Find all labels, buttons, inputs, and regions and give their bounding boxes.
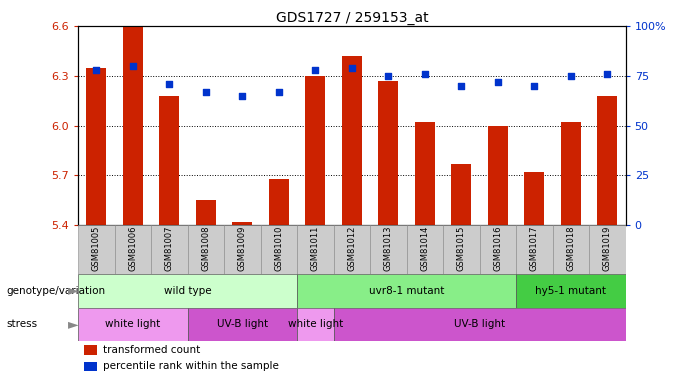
Bar bbox=[407, 225, 443, 274]
Bar bbox=[78, 225, 115, 274]
Bar bbox=[553, 225, 589, 274]
Bar bbox=[297, 225, 334, 274]
Text: GSM81018: GSM81018 bbox=[566, 226, 575, 271]
Bar bbox=[297, 274, 516, 308]
Point bbox=[273, 89, 284, 95]
Bar bbox=[516, 225, 553, 274]
Text: UV-B light: UV-B light bbox=[454, 320, 505, 329]
Text: stress: stress bbox=[7, 320, 38, 329]
Bar bbox=[123, 26, 143, 225]
Text: uvr8-1 mutant: uvr8-1 mutant bbox=[369, 286, 444, 296]
Bar bbox=[370, 225, 407, 274]
Bar bbox=[334, 308, 626, 341]
Text: GSM81006: GSM81006 bbox=[129, 226, 137, 271]
Text: GSM81011: GSM81011 bbox=[311, 226, 320, 271]
Text: GSM81014: GSM81014 bbox=[420, 226, 429, 271]
Point bbox=[492, 79, 503, 85]
Point bbox=[346, 65, 357, 71]
Bar bbox=[151, 225, 188, 274]
Bar bbox=[452, 164, 471, 225]
Text: ►: ► bbox=[68, 284, 79, 298]
Bar bbox=[589, 225, 626, 274]
Point bbox=[383, 73, 394, 79]
Text: GSM81015: GSM81015 bbox=[457, 226, 466, 271]
Text: genotype/variation: genotype/variation bbox=[7, 286, 106, 296]
Bar bbox=[488, 126, 508, 225]
Bar bbox=[297, 308, 334, 341]
Text: GSM81019: GSM81019 bbox=[603, 226, 612, 271]
Text: GSM81012: GSM81012 bbox=[347, 226, 356, 271]
Text: GSM81013: GSM81013 bbox=[384, 226, 393, 271]
Bar bbox=[159, 96, 180, 225]
Bar bbox=[269, 178, 289, 225]
Bar bbox=[224, 225, 260, 274]
Bar bbox=[415, 122, 435, 225]
Text: GSM81008: GSM81008 bbox=[201, 226, 210, 271]
Point bbox=[565, 73, 576, 79]
Point bbox=[420, 71, 430, 77]
Bar bbox=[342, 56, 362, 225]
Bar bbox=[86, 68, 107, 225]
Point bbox=[91, 67, 102, 73]
Bar bbox=[334, 225, 370, 274]
Title: GDS1727 / 259153_at: GDS1727 / 259153_at bbox=[275, 11, 428, 25]
Point bbox=[128, 63, 139, 69]
Text: GSM81005: GSM81005 bbox=[92, 226, 101, 271]
Point bbox=[164, 81, 175, 87]
Bar bbox=[196, 200, 216, 225]
Text: hy5-1 mutant: hy5-1 mutant bbox=[535, 286, 607, 296]
Point bbox=[456, 83, 466, 89]
Bar bbox=[188, 225, 224, 274]
Bar bbox=[188, 308, 297, 341]
Text: GSM81010: GSM81010 bbox=[275, 226, 284, 271]
Bar bbox=[115, 225, 151, 274]
Point bbox=[310, 67, 321, 73]
Text: GSM81016: GSM81016 bbox=[494, 226, 503, 271]
Bar bbox=[561, 122, 581, 225]
Bar bbox=[516, 274, 626, 308]
Point bbox=[201, 89, 211, 95]
Bar bbox=[305, 76, 326, 225]
Text: GSM81009: GSM81009 bbox=[238, 226, 247, 271]
Bar bbox=[78, 308, 188, 341]
Text: ►: ► bbox=[68, 317, 79, 332]
Bar bbox=[597, 96, 617, 225]
Bar bbox=[378, 81, 398, 225]
Text: transformed count: transformed count bbox=[103, 345, 200, 355]
Point bbox=[602, 71, 613, 77]
Text: GSM81007: GSM81007 bbox=[165, 226, 174, 271]
Bar bbox=[233, 222, 252, 225]
Point bbox=[529, 83, 540, 89]
Bar bbox=[78, 274, 297, 308]
Text: UV-B light: UV-B light bbox=[217, 320, 268, 329]
Bar bbox=[443, 225, 479, 274]
Bar bbox=[524, 172, 545, 225]
Text: percentile rank within the sample: percentile rank within the sample bbox=[103, 361, 279, 371]
Bar bbox=[84, 345, 97, 355]
Bar bbox=[260, 225, 297, 274]
Text: GSM81017: GSM81017 bbox=[530, 226, 539, 271]
Text: white light: white light bbox=[105, 320, 160, 329]
Bar bbox=[84, 362, 97, 371]
Text: white light: white light bbox=[288, 320, 343, 329]
Bar bbox=[479, 225, 516, 274]
Text: wild type: wild type bbox=[164, 286, 211, 296]
Point bbox=[237, 93, 248, 99]
